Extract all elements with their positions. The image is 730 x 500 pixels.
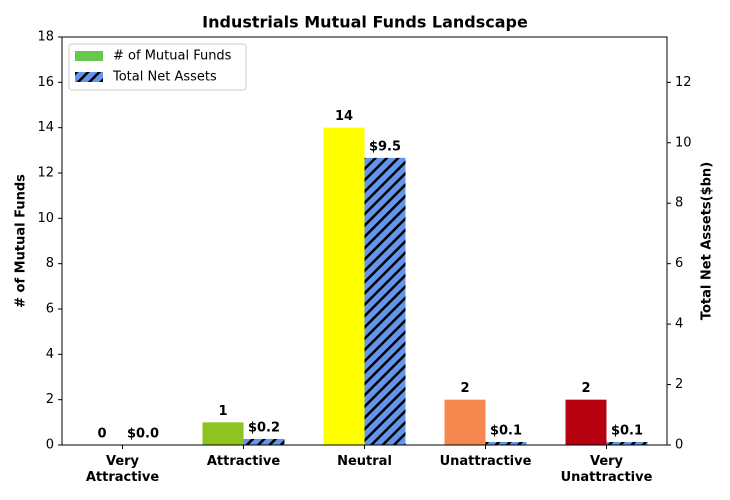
y2-tick-label: 2 [675, 377, 683, 392]
x-tick-label: Neutral [337, 454, 392, 469]
y-tick-label: 14 [37, 120, 54, 135]
y-tick-label: 16 [37, 75, 54, 90]
bar [202, 422, 244, 445]
legend-swatch [75, 72, 103, 82]
plot-frame [61, 36, 668, 446]
bar [323, 127, 365, 446]
x-tick-label: Unattractive [439, 454, 532, 469]
x-tick-label: Very Unattractive [560, 454, 653, 485]
y2-tick-label: 10 [675, 135, 692, 150]
y2-tick-label: 12 [675, 75, 692, 90]
y2-axis-label: Total Net Assets($bn) [700, 162, 715, 320]
chart-title: Industrials Mutual Funds Landscape [202, 13, 528, 32]
data-label: $9.5 [369, 139, 401, 154]
y-tick-label: 6 [46, 302, 54, 317]
y-tick-label: 8 [46, 256, 54, 271]
legend-swatch [75, 51, 103, 61]
data-label: 0 [97, 427, 106, 442]
x-tick-label: Very Attractive [85, 454, 160, 485]
y2-tick-label: 4 [675, 317, 683, 332]
y-tick-label: 10 [37, 211, 54, 226]
bar [243, 438, 285, 445]
bar [485, 441, 527, 445]
y2-tick-label: 0 [675, 438, 683, 453]
data-label: 1 [218, 404, 227, 419]
legend-label: Total Net Assets [112, 70, 217, 85]
y-tick-label: 12 [37, 166, 54, 181]
data-label: 14 [335, 109, 353, 124]
data-label: 2 [581, 381, 590, 396]
y-tick-label: 4 [46, 347, 54, 362]
y-axis-label: # of Mutual Funds [14, 174, 29, 308]
y-tick-label: 2 [46, 392, 54, 407]
x-tick-label: Attractive [206, 454, 281, 469]
y2-tick-label: 8 [675, 196, 683, 211]
y2-tick-label: 6 [675, 256, 683, 271]
data-label: $0.1 [490, 423, 522, 438]
bar [444, 399, 486, 445]
bar [364, 157, 406, 445]
data-label: $0.1 [611, 423, 643, 438]
data-label: $0.2 [248, 420, 280, 435]
bar [565, 399, 607, 445]
legend-box [68, 43, 247, 91]
data-label: 2 [460, 381, 469, 396]
y-tick-label: 18 [37, 30, 54, 45]
legend-label: # of Mutual Funds [113, 49, 232, 64]
y-tick-label: 0 [46, 438, 54, 453]
bar [606, 441, 648, 445]
data-label: $0.0 [127, 427, 159, 442]
